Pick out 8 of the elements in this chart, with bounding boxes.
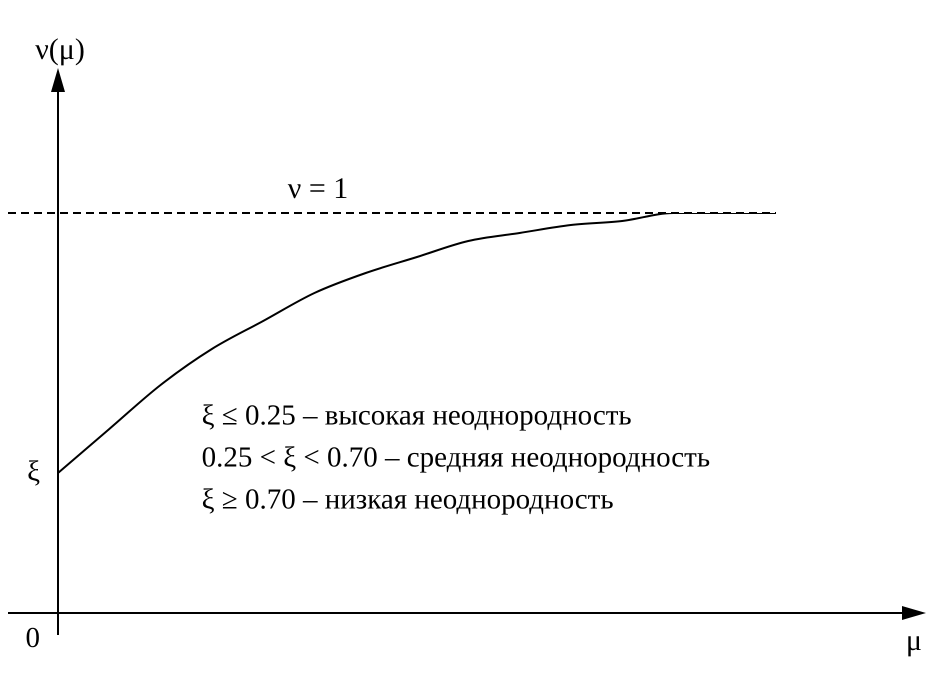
annotation: ξ ≤ 0.25 – высокая неоднородность (202, 400, 632, 432)
x-axis-title: μ (906, 624, 922, 657)
ref-line-label: ν = 1 (288, 172, 348, 205)
annotation: ξ (27, 456, 40, 488)
annotation: 0.25 < ξ < 0.70 – средняя неоднородность (202, 442, 710, 474)
y-axis-title: ν(μ) (35, 32, 85, 66)
annotation: ξ ≥ 0.70 – низкая неоднородность (202, 484, 614, 516)
text: 0 (26, 622, 40, 654)
